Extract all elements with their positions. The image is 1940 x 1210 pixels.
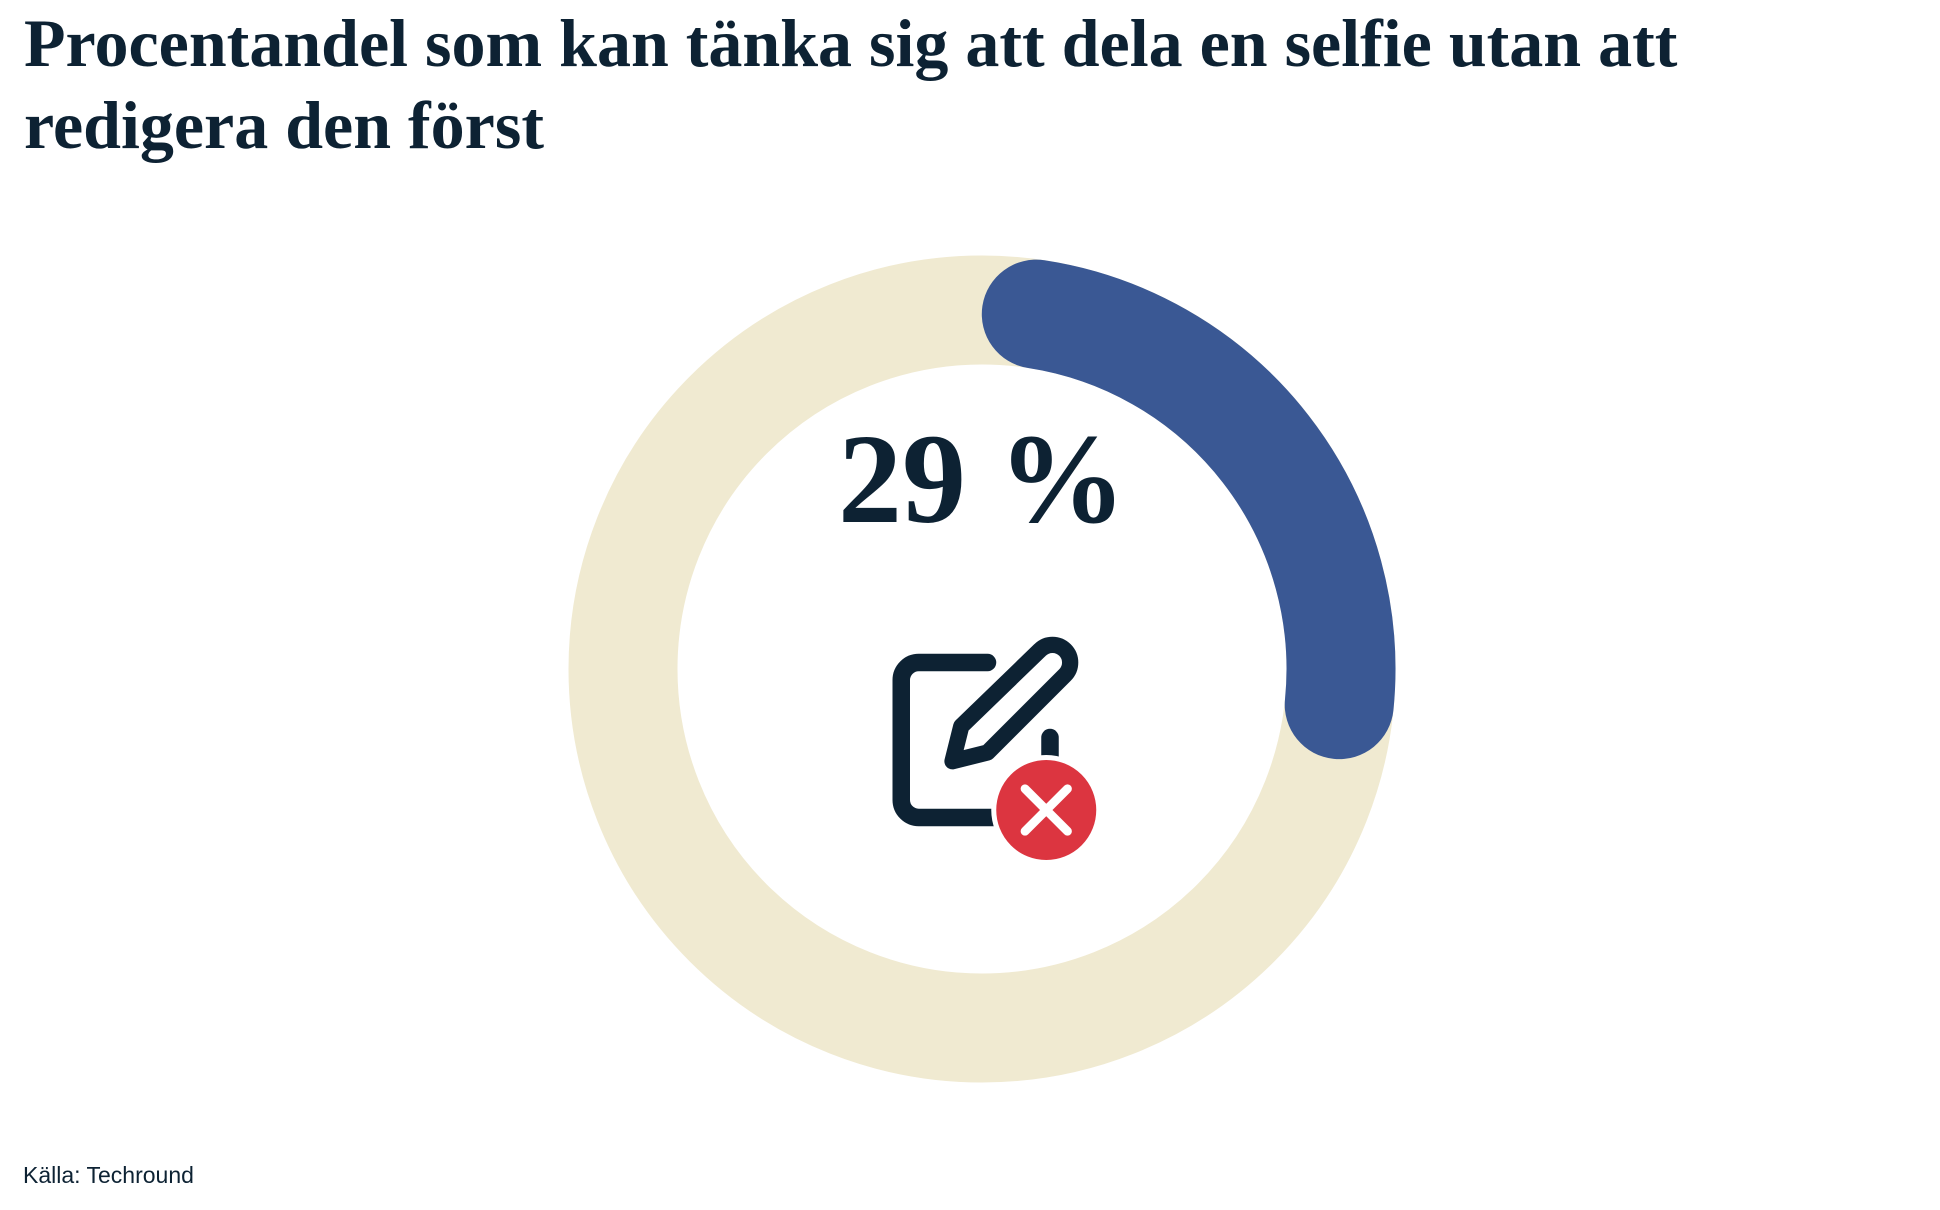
edit-icon [892, 636, 1102, 865]
value-label: 29 % [838, 408, 1126, 550]
chart-title: Procentandel som kan tänka sig att dela … [24, 5, 1678, 163]
donut [568, 255, 1396, 1083]
chart: 29 % [568, 255, 1396, 1083]
donut-segment [981, 259, 1396, 760]
source: Källa: Techround [23, 1162, 194, 1188]
